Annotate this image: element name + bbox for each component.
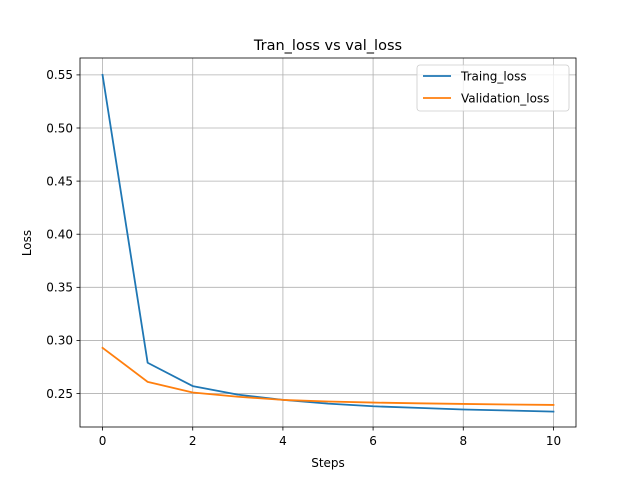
y-tick-label: 0.40 <box>46 228 73 242</box>
x-gridlines <box>102 58 554 427</box>
legend: Traing_loss Validation_loss <box>416 64 570 112</box>
series-line-validation-loss <box>101 346 555 406</box>
x-axis-label: Steps <box>311 456 345 470</box>
x-tick-label: 6 <box>369 434 377 448</box>
legend-label-traing-loss: Traing_loss <box>460 70 527 84</box>
x-tick-label: 8 <box>459 434 467 448</box>
legend-label-validation-loss: Validation_loss <box>461 92 549 106</box>
y-tick-label: 0.45 <box>46 174 73 188</box>
y-tick-label: 0.50 <box>46 121 73 135</box>
x-tick-label: 0 <box>99 434 107 448</box>
plot-frame <box>79 57 577 428</box>
y-tick-label: 0.30 <box>46 334 73 348</box>
series-layer <box>101 73 555 413</box>
legend-box <box>416 64 570 112</box>
x-axis-ticks: 0 2 4 6 8 10 <box>99 427 561 448</box>
y-gridlines <box>80 74 576 394</box>
x-tick-label: 2 <box>189 434 197 448</box>
y-tick-label: 0.35 <box>46 281 73 295</box>
x-tick-label: 10 <box>546 434 561 448</box>
x-tick-label: 4 <box>279 434 287 448</box>
chart-title: Tran_loss vs val_loss <box>253 38 402 54</box>
y-axis-label: Loss <box>20 230 34 256</box>
y-tick-label: 0.55 <box>46 68 73 82</box>
series-line-traing-loss <box>101 73 555 413</box>
y-tick-label: 0.25 <box>46 387 73 401</box>
y-axis-ticks: 0.25 0.30 0.35 0.40 0.45 0.50 0.55 <box>46 68 80 401</box>
